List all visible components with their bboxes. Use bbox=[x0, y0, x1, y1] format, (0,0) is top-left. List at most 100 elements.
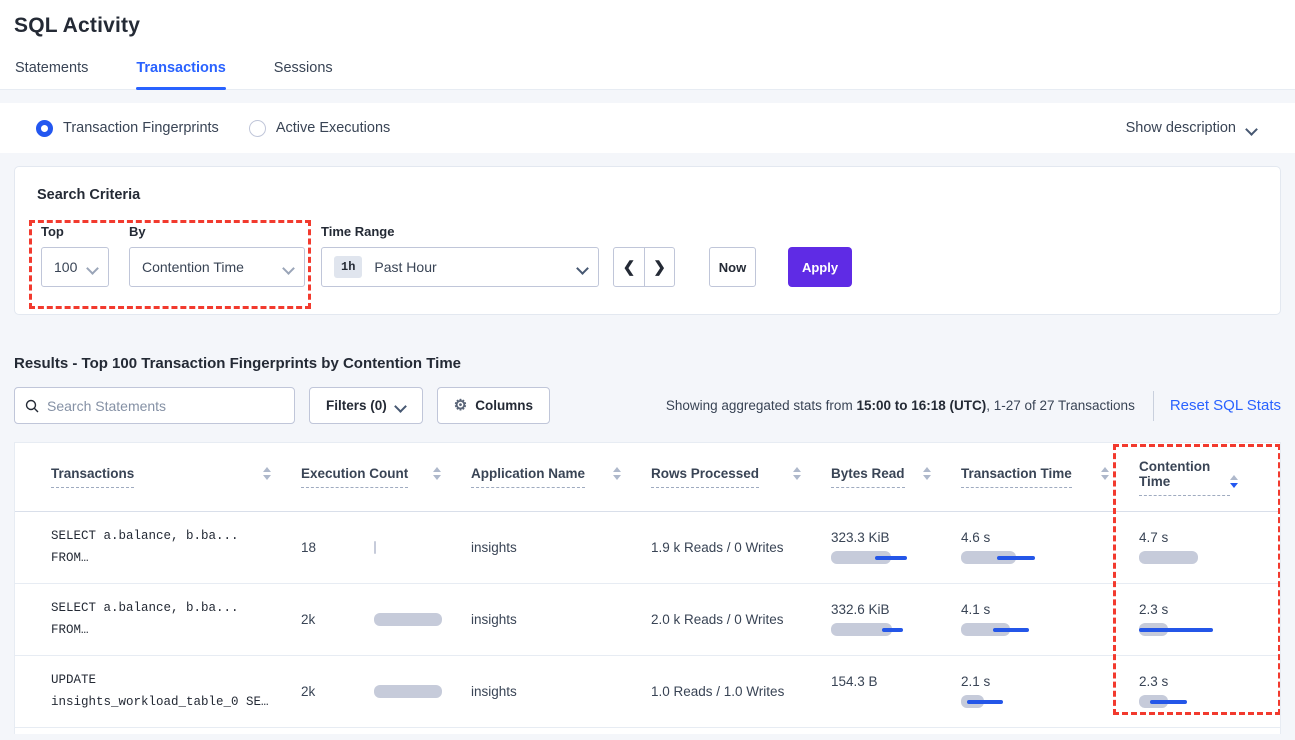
sort-icon-active-desc[interactable] bbox=[1230, 474, 1238, 496]
transaction-time-cell: 4.1 s bbox=[949, 602, 1127, 637]
rows-processed-cell: 1.9 k Reads / 0 Writes bbox=[651, 540, 784, 555]
top-field: Top 100 bbox=[41, 224, 109, 287]
page-header: SQL Activity Statements Transactions Ses… bbox=[0, 0, 1295, 90]
bytes-read-bar bbox=[831, 551, 891, 564]
time-range-select[interactable]: 1h Past Hour bbox=[321, 247, 599, 287]
col-header-application-name[interactable]: Application Name bbox=[459, 466, 639, 488]
contention-time-stddev-line bbox=[1139, 628, 1213, 632]
chevron-down-icon bbox=[87, 262, 98, 273]
by-select-value: Contention Time bbox=[142, 259, 244, 275]
execution-count-cell: 2k bbox=[289, 612, 459, 627]
transaction-time-stddev-line bbox=[967, 700, 1003, 704]
transaction-time-stddev-line bbox=[993, 628, 1029, 632]
bytes-read-stddev-line bbox=[882, 628, 903, 632]
show-description-label: Show description bbox=[1125, 120, 1236, 136]
transaction-time-cell: 4.6 s bbox=[949, 530, 1127, 565]
chevron-left-icon: ❮ bbox=[622, 259, 636, 276]
filters-button[interactable]: Filters (0) bbox=[309, 387, 423, 424]
now-button[interactable]: Now bbox=[709, 247, 756, 287]
application-name-cell: insights bbox=[471, 540, 517, 555]
search-statements-box bbox=[14, 387, 295, 424]
transaction-statement-link[interactable]: SELECT a.balance, b.ba... FROM… bbox=[51, 529, 239, 565]
execution-count-cell: 18 bbox=[289, 540, 459, 555]
contention-time-cell: 2.3 s bbox=[1127, 602, 1256, 637]
view-toggle-band: Transaction Fingerprints Active Executio… bbox=[0, 103, 1295, 153]
rows-processed-cell: 2.0 k Reads / 0 Writes bbox=[651, 612, 784, 627]
show-description-toggle[interactable]: Show description bbox=[1126, 120, 1257, 136]
tab-statements[interactable]: Statements bbox=[15, 60, 89, 76]
radio-active-executions[interactable]: Active Executions bbox=[248, 119, 391, 137]
by-field: By Contention Time bbox=[129, 224, 305, 287]
col-header-rows-processed[interactable]: Rows Processed bbox=[639, 466, 819, 488]
table-row[interactable]: SELECT a.balance, b.ba... FROM… 18 insigh… bbox=[15, 512, 1280, 584]
transaction-time-cell: 2.1 s bbox=[949, 674, 1127, 709]
transaction-time-bar bbox=[961, 551, 1016, 564]
execution-count-cell: 2k bbox=[289, 684, 459, 699]
search-criteria-card: Search Criteria Top 100 By Contention Ti… bbox=[14, 166, 1281, 315]
col-header-transactions[interactable]: Transactions bbox=[39, 466, 289, 488]
prev-time-button[interactable]: ❮ bbox=[614, 248, 644, 286]
by-select[interactable]: Contention Time bbox=[129, 247, 305, 287]
bytes-read-stddev-line bbox=[875, 556, 907, 560]
col-header-execution-count[interactable]: Execution Count bbox=[289, 466, 459, 488]
sort-icon[interactable] bbox=[433, 467, 441, 488]
search-statements-input[interactable] bbox=[47, 397, 284, 414]
table-header-row: Transactions Execution Count Application… bbox=[15, 443, 1280, 512]
top-select[interactable]: 100 bbox=[41, 247, 109, 287]
by-label: By bbox=[129, 224, 146, 239]
transaction-time-stddev-line bbox=[997, 556, 1035, 560]
sort-icon[interactable] bbox=[263, 467, 271, 488]
col-header-bytes-read[interactable]: Bytes Read bbox=[819, 466, 949, 488]
search-icon bbox=[25, 399, 39, 412]
contention-time-cell: 2.3 s bbox=[1127, 674, 1256, 709]
table-row[interactable]: UPDATE insights_workload_table_0 SE… 2k i… bbox=[15, 656, 1280, 728]
columns-label: Columns bbox=[475, 398, 533, 413]
top-label: Top bbox=[41, 224, 64, 239]
columns-button[interactable]: ⚙ Columns bbox=[436, 387, 550, 424]
sort-icon[interactable] bbox=[923, 467, 931, 488]
col-header-contention-time[interactable]: Contention Time bbox=[1127, 459, 1256, 496]
transaction-statement-link[interactable]: UPDATE insights_workload_table_0 SE… bbox=[51, 673, 269, 709]
tab-sessions[interactable]: Sessions bbox=[273, 60, 333, 76]
chevron-down-icon bbox=[577, 262, 588, 273]
bytes-read-bar bbox=[831, 623, 892, 636]
apply-button[interactable]: Apply bbox=[788, 247, 852, 287]
sort-icon[interactable] bbox=[1101, 467, 1109, 488]
vertical-divider bbox=[1152, 390, 1154, 421]
chevron-down-icon bbox=[283, 262, 294, 273]
results-heading: Results - Top 100 Transaction Fingerprin… bbox=[14, 355, 462, 372]
radio-unselected-icon[interactable] bbox=[248, 119, 266, 137]
execution-count-bar bbox=[374, 613, 442, 626]
sort-icon[interactable] bbox=[613, 467, 621, 488]
bytes-read-cell: 323.3 KiB bbox=[819, 530, 949, 565]
col-header-transaction-time[interactable]: Transaction Time bbox=[949, 466, 1127, 488]
gear-icon: ⚙ bbox=[453, 397, 468, 414]
transactions-table: Transactions Execution Count Application… bbox=[14, 442, 1281, 734]
application-name-cell: insights bbox=[471, 684, 517, 699]
stats-time-range: 15:00 to 16:18 (UTC) bbox=[856, 398, 987, 413]
tab-transactions[interactable]: Transactions bbox=[136, 60, 227, 90]
tab-bar: Statements Transactions Sessions bbox=[14, 60, 1281, 90]
next-time-button[interactable]: ❯ bbox=[644, 248, 674, 286]
contention-time-cell: 4.7 s bbox=[1127, 530, 1256, 565]
page-title: SQL Activity bbox=[14, 14, 141, 37]
time-range-label: Time Range bbox=[321, 224, 395, 239]
time-range-badge: 1h bbox=[334, 256, 363, 278]
application-name-cell: insights bbox=[471, 612, 517, 627]
transaction-statement-link[interactable]: SELECT a.balance, b.ba... FROM… bbox=[51, 601, 239, 637]
time-nav-group: ❮ ❯ bbox=[613, 247, 675, 287]
filters-label: Filters (0) bbox=[326, 398, 387, 413]
radio-selected-icon[interactable] bbox=[36, 119, 53, 137]
radio-label: Transaction Fingerprints bbox=[63, 120, 219, 136]
sort-icon[interactable] bbox=[793, 467, 801, 488]
chevron-down-icon bbox=[1246, 123, 1257, 134]
transaction-time-bar bbox=[961, 623, 1010, 636]
table-row[interactable]: SELECT a.balance, b.ba... FROM… 2k insigh… bbox=[15, 584, 1280, 656]
aggregated-stats-text: Showing aggregated stats from 15:00 to 1… bbox=[665, 398, 1135, 413]
time-range-field: Time Range 1h Past Hour bbox=[321, 224, 599, 287]
reset-sql-stats-link[interactable]: Reset SQL Stats bbox=[1169, 397, 1281, 414]
radio-transaction-fingerprints[interactable]: Transaction Fingerprints bbox=[36, 119, 219, 137]
search-criteria-heading: Search Criteria bbox=[37, 187, 141, 203]
time-range-value: Past Hour bbox=[374, 259, 437, 275]
radio-label: Active Executions bbox=[275, 120, 391, 136]
